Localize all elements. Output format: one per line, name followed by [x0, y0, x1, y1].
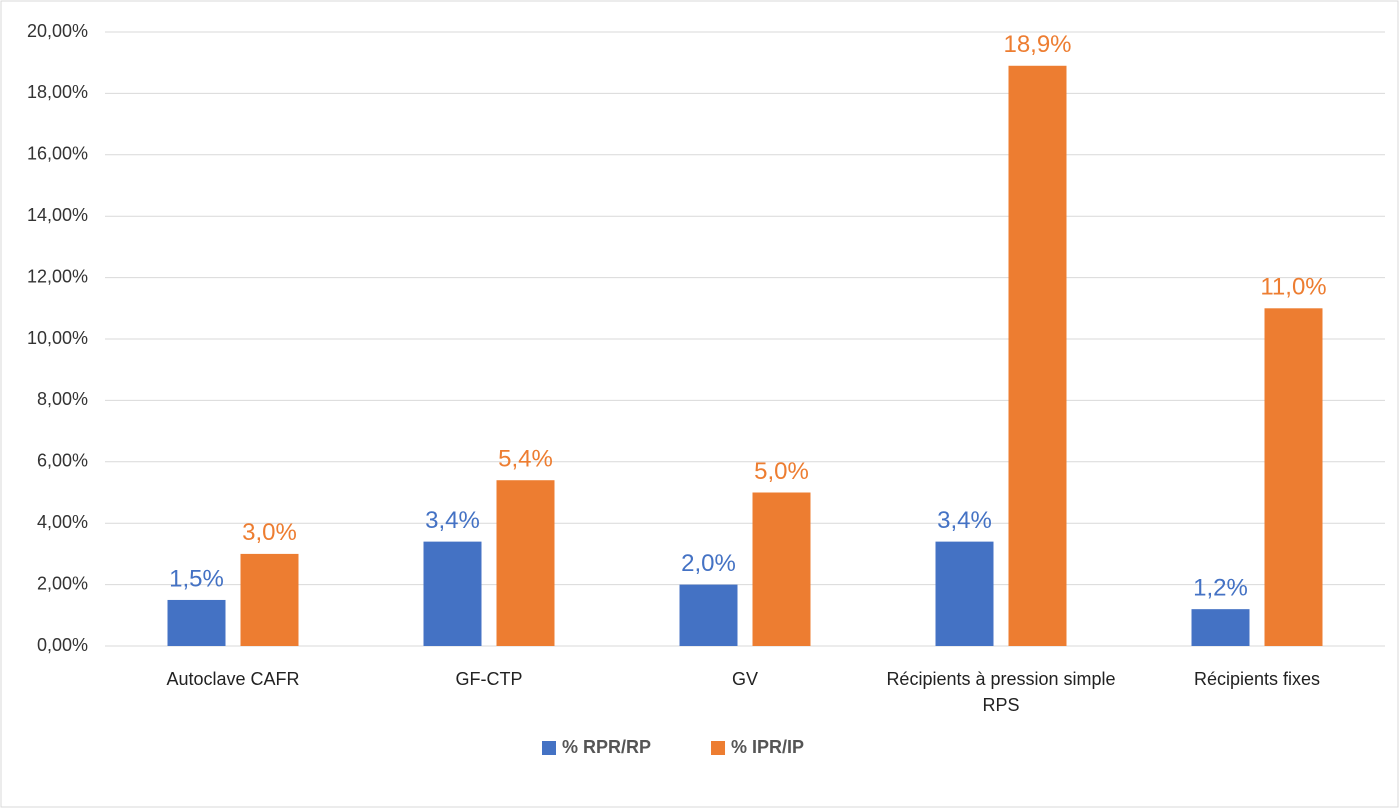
data-label: 5,4%	[498, 446, 553, 473]
x-tick-label: GV	[731, 669, 758, 689]
bar	[1008, 65, 1067, 646]
data-label: 3,4%	[937, 507, 992, 534]
bar	[240, 553, 299, 646]
data-label: 18,9%	[1003, 31, 1071, 58]
legend-label: % RPR/RP	[562, 737, 651, 757]
y-tick-label: 16,00%	[27, 144, 88, 164]
bar	[167, 599, 226, 646]
y-tick-label: 18,00%	[27, 82, 88, 102]
legend-swatch	[542, 741, 556, 755]
bar	[1264, 308, 1323, 646]
data-label: 3,4%	[425, 507, 480, 534]
data-label: 5,0%	[754, 458, 809, 485]
y-tick-label: 20,00%	[27, 21, 88, 41]
y-tick-label: 6,00%	[37, 451, 88, 471]
x-tick-label: Récipients fixes	[1193, 669, 1321, 689]
data-label: 3,0%	[242, 519, 297, 546]
bar	[752, 492, 811, 646]
y-tick-label: 0,00%	[37, 635, 88, 655]
data-label: 1,2%	[1193, 575, 1248, 602]
x-tick-label: Récipients à pression simple RPS	[886, 669, 1116, 715]
x-tick-label: Autoclave CAFR	[166, 669, 300, 689]
data-label: 1,5%	[169, 565, 224, 592]
data-label: 2,0%	[681, 550, 736, 577]
legend-swatch	[711, 741, 726, 755]
y-tick-label: 8,00%	[37, 389, 88, 409]
y-tick-label: 12,00%	[27, 266, 88, 286]
y-tick-label: 14,00%	[27, 205, 88, 225]
legend-label: % IPR/IP	[731, 737, 804, 757]
y-tick-label: 2,00%	[37, 573, 88, 593]
bar	[679, 584, 738, 646]
y-tick-label: 4,00%	[37, 512, 88, 532]
bar	[496, 480, 555, 646]
bar	[1191, 609, 1250, 646]
y-tick-label: 10,00%	[27, 328, 88, 348]
x-tick-label: GF-CTP	[455, 669, 523, 689]
data-label: 11,0%	[1260, 274, 1326, 301]
bar	[423, 541, 482, 646]
bar	[935, 541, 994, 646]
